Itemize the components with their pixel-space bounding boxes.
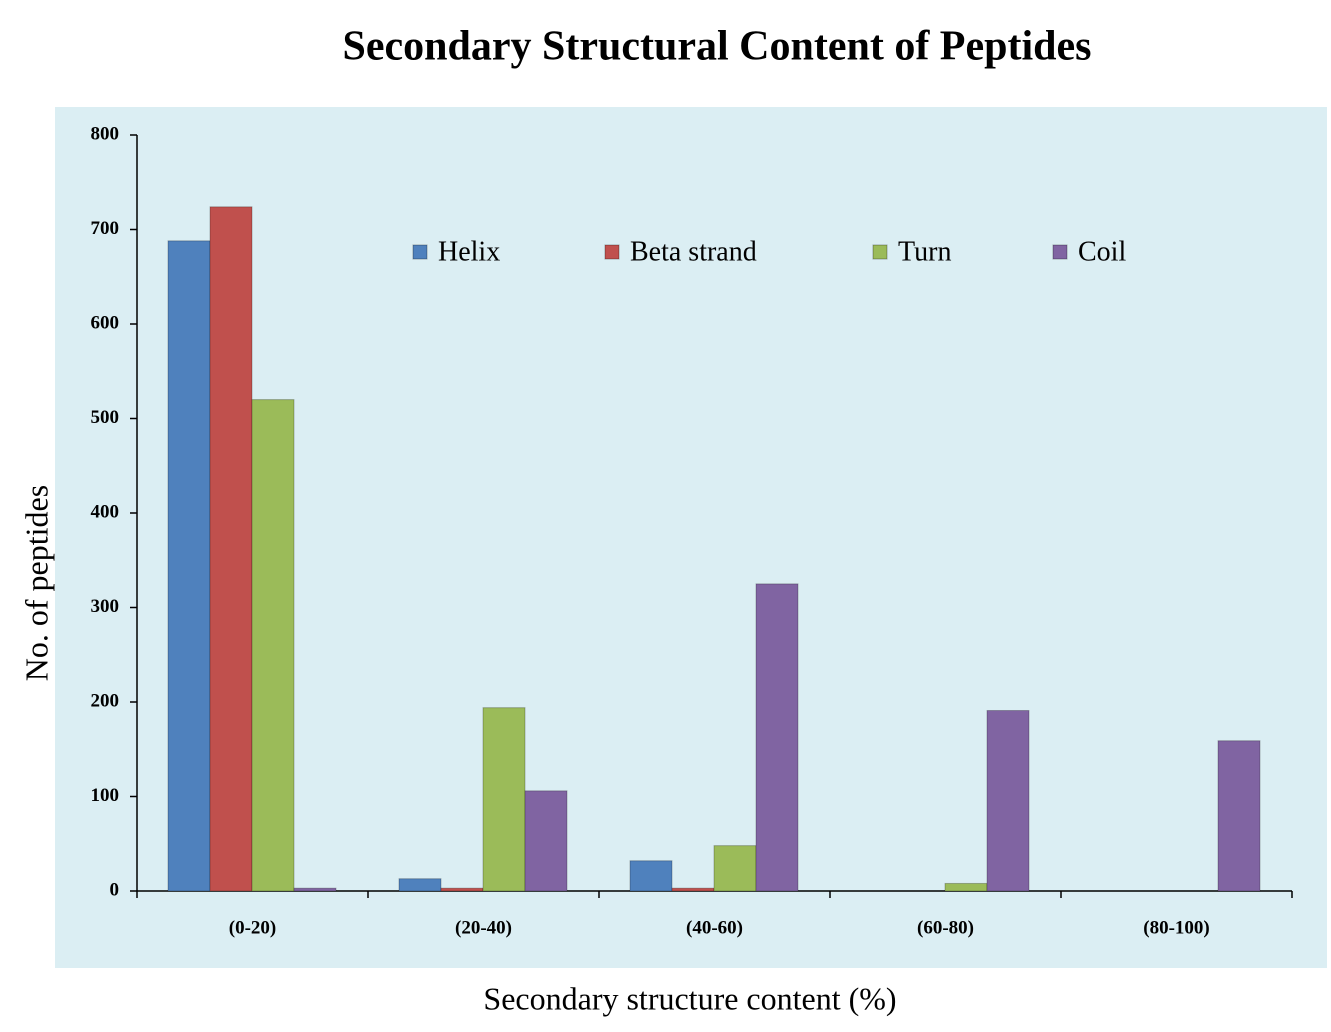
y-tick-label: 300 [91, 596, 120, 617]
bar [524, 790, 568, 892]
legend-swatch [1052, 244, 1068, 260]
legend-swatch [872, 244, 888, 260]
legend-label: Coil [1078, 236, 1126, 267]
bar [293, 887, 337, 892]
y-tick-label: 200 [91, 690, 120, 711]
bar [251, 399, 295, 892]
x-tick-label: (20-40) [455, 917, 512, 938]
legend-label: Beta strand [630, 236, 757, 267]
bar [482, 707, 526, 892]
x-tick-label: (40-60) [686, 917, 743, 938]
bar [209, 206, 253, 892]
legend-swatch [604, 244, 620, 260]
y-tick-label: 800 [91, 123, 120, 144]
bar [1217, 740, 1261, 892]
x-tick-label: (60-80) [917, 917, 974, 938]
bar [944, 882, 988, 892]
y-tick-label: 100 [91, 785, 120, 806]
y-tick-label: 600 [91, 312, 120, 333]
y-tick-label: 500 [91, 407, 120, 428]
bar [167, 240, 211, 892]
legend-swatch [412, 244, 428, 260]
bar [713, 845, 757, 892]
bar [398, 878, 442, 892]
x-tick-label: (0-20) [229, 917, 276, 938]
legend-label: Turn [898, 236, 951, 267]
y-tick-label: 400 [91, 501, 120, 522]
bar [671, 887, 715, 892]
chart-title: Secondary Structural Content of Peptides [343, 24, 1092, 70]
legend-label: Helix [438, 236, 500, 267]
x-axis-label: Secondary structure content (%) [483, 980, 896, 1016]
bar [629, 860, 673, 892]
bar [440, 887, 484, 892]
bar [755, 583, 799, 892]
y-tick-label: 0 [110, 879, 120, 900]
bar [986, 710, 1030, 892]
x-tick-label: (80-100) [1143, 917, 1209, 938]
y-axis-label: No. of peptides [18, 485, 54, 681]
y-tick-label: 700 [91, 218, 120, 239]
